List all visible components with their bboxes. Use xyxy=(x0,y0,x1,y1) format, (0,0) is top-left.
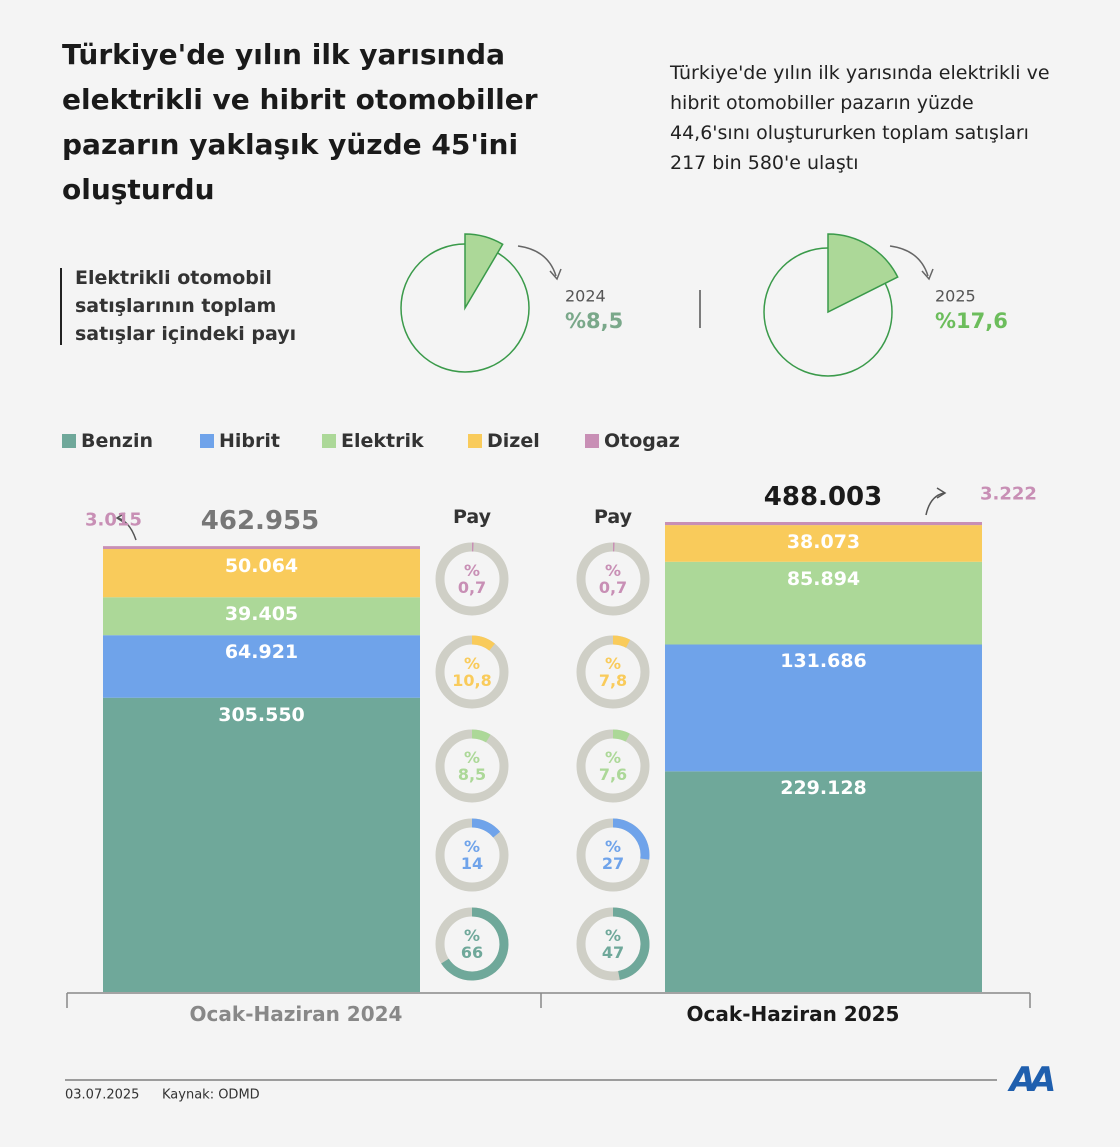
share-label: % 0,7 xyxy=(457,561,487,597)
arrow-head xyxy=(115,512,126,524)
legend-swatch xyxy=(468,434,482,448)
x-label: Ocak-Haziran 2024 xyxy=(189,1002,403,1026)
share-label: % 8,5 xyxy=(457,748,487,784)
share-title: Pay xyxy=(593,506,633,528)
segment-label-outside: 3.015 xyxy=(85,509,142,531)
legend-label: Otogaz xyxy=(604,430,680,452)
share-label: % 27 xyxy=(601,837,625,873)
donut-arc xyxy=(471,729,491,743)
pie-slice xyxy=(464,233,504,311)
pie-year: 2025 xyxy=(935,286,976,306)
donut-arc xyxy=(471,635,495,651)
share-label: % 47 xyxy=(601,926,625,962)
arrow xyxy=(925,492,945,516)
segment-label: 305.550 xyxy=(218,703,305,726)
arrow-head xyxy=(549,268,562,281)
segment-label: 85.894 xyxy=(786,567,861,590)
segment-label-outside: 3.222 xyxy=(980,483,1037,505)
legend-swatch xyxy=(322,434,336,448)
arrow xyxy=(889,245,929,277)
donut-arc xyxy=(441,907,509,981)
share-label: % 7,8 xyxy=(598,654,628,690)
bar-segment xyxy=(665,525,982,562)
donut-arc xyxy=(612,729,630,742)
pie-year: 2024 xyxy=(565,286,606,306)
total-label: 462.955 xyxy=(200,506,320,537)
arrow-head xyxy=(921,268,934,281)
legend-label: Hibrit xyxy=(219,430,280,452)
segment-label: 50.064 xyxy=(224,555,299,578)
arrow xyxy=(117,517,137,541)
legend-swatch xyxy=(200,434,214,448)
bar-segment xyxy=(665,644,982,772)
source: Kaynak: ODMD xyxy=(162,1087,260,1103)
pie-value: %17,6 xyxy=(935,309,1008,333)
bar-segment xyxy=(103,635,420,698)
segment-label: 229.128 xyxy=(780,777,867,800)
bar-segment xyxy=(103,597,420,636)
logo: AA xyxy=(1009,1060,1057,1100)
total-label: 488.003 xyxy=(763,482,883,512)
date: 03.07.2025 xyxy=(65,1087,140,1103)
segment-label: 64.921 xyxy=(224,641,299,664)
segment-label: 131.686 xyxy=(780,650,867,673)
donut-arc xyxy=(612,907,650,980)
legend-label: Dizel xyxy=(487,430,540,452)
bar-segment xyxy=(103,697,420,992)
arrow xyxy=(517,245,557,277)
arrow-head xyxy=(936,487,947,499)
segment-label: 38.073 xyxy=(786,531,861,554)
donut-arc xyxy=(612,635,631,648)
subtitle: Türkiye'de yılın ilk yarısında elektrikl… xyxy=(670,62,1050,174)
pie-slice xyxy=(827,233,899,314)
title: Türkiye'de yılın ilk yarısında elektrikl… xyxy=(62,38,538,206)
bar-segment xyxy=(103,546,420,550)
legend-swatch xyxy=(62,434,76,448)
bar-segment xyxy=(103,549,420,598)
share-label: % 7,6 xyxy=(598,748,628,784)
share-label: % 14 xyxy=(460,837,484,873)
legend-swatch xyxy=(585,434,599,448)
share-title: Pay xyxy=(452,506,492,528)
x-label: Ocak-Haziran 2025 xyxy=(686,1002,900,1026)
segment-label: 39.405 xyxy=(224,603,299,626)
x-axis xyxy=(66,992,1031,1008)
legend-label: Elektrik xyxy=(341,430,424,452)
donut-arc xyxy=(612,818,650,860)
bar-segment xyxy=(665,771,982,992)
pie-title: Elektrikli otomobil satışlarının toplam … xyxy=(75,267,297,345)
bar-segment xyxy=(665,561,982,645)
legend-label: Benzin xyxy=(81,430,153,452)
share-label: % 10,8 xyxy=(452,654,492,690)
pie-value: %8,5 xyxy=(565,309,624,333)
share-label: % 66 xyxy=(460,926,484,962)
share-label: % 0,7 xyxy=(598,561,628,597)
donut-arc xyxy=(471,818,501,838)
bar-segment xyxy=(665,522,982,526)
